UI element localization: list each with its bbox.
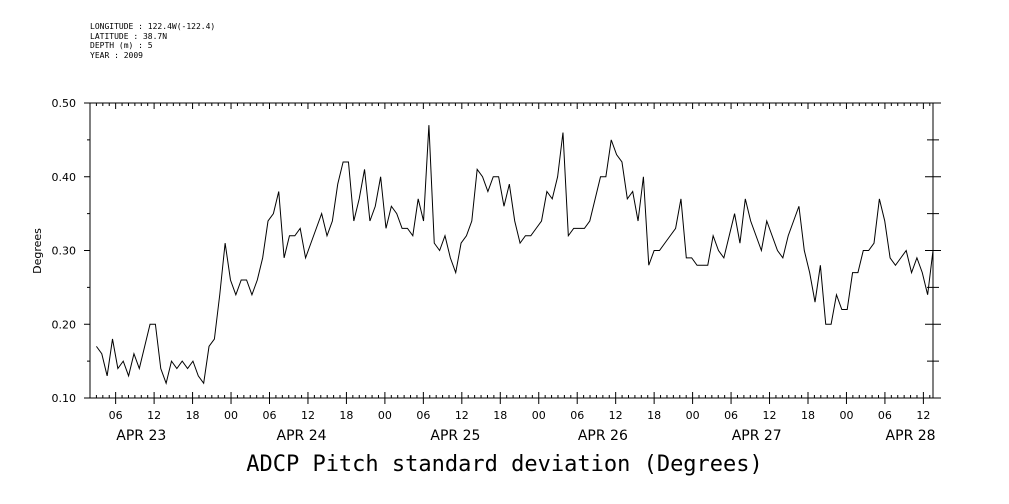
x-day-label: APR 26 [578, 428, 628, 444]
y-tick-label: 0.50 [52, 97, 77, 110]
x-tick-label: 12 [147, 409, 161, 422]
x-day-label: APR 27 [732, 428, 782, 444]
x-tick-label: 00 [532, 409, 546, 422]
tick-labels: 06 12 18 00 06 12 18 00 06 12 18 00 06 12 18 00 06 12 18 00… [52, 97, 936, 444]
x-tick-label: 18 [186, 409, 200, 422]
series-line [96, 125, 934, 385]
x-tick-label: 06 [416, 409, 430, 422]
x-tick-label: 06 [878, 409, 892, 422]
y-tick-label: 0.20 [52, 318, 77, 331]
x-tick-label: 00 [224, 409, 238, 422]
metadata-year: YEAR : 2009 [90, 50, 143, 60]
x-day-label: APR 28 [886, 428, 936, 444]
x-tick-label: 12 [609, 409, 623, 422]
x-tick-label: 12 [301, 409, 315, 422]
x-tick-label: 06 [262, 409, 276, 422]
x-tick-label: 00 [839, 409, 853, 422]
y-tick-label: 0.30 [52, 245, 77, 258]
x-tick-label: 18 [647, 409, 661, 422]
x-day-label: APR 23 [116, 428, 166, 444]
y-tick-label: 0.10 [52, 392, 77, 405]
metadata-depth: DEPTH (m) : 5 [90, 41, 153, 50]
chart-title: ADCP Pitch standard deviation (Degrees) [246, 452, 763, 477]
tick-marks [84, 102, 941, 404]
x-day-label: APR 25 [430, 428, 480, 444]
x-tick-label: 12 [455, 409, 469, 422]
x-tick-label: 06 [570, 409, 584, 422]
x-tick-label: 12 [916, 409, 930, 422]
metadata-longitude: LONGITUDE : 122.4W(-122.4) [90, 22, 216, 31]
x-tick-label: 18 [339, 409, 353, 422]
x-day-label: APR 24 [277, 428, 327, 444]
x-tick-label: 00 [686, 409, 700, 422]
metadata-block: LONGITUDE : 122.4W(-122.4) LATITUDE : 38… [90, 22, 215, 60]
x-tick-label: 06 [724, 409, 738, 422]
x-tick-label: 00 [378, 409, 392, 422]
x-tick-label: 18 [801, 409, 815, 422]
y-axis-label: Degrees [31, 228, 44, 274]
x-tick-label: 06 [109, 409, 123, 422]
x-tick-label: 12 [763, 409, 777, 422]
metadata-latitude: LATITUDE : 38.7N [90, 31, 168, 41]
y-tick-label: 0.40 [52, 171, 77, 184]
plot-frame [89, 102, 934, 399]
x-tick-label: 18 [493, 409, 507, 422]
